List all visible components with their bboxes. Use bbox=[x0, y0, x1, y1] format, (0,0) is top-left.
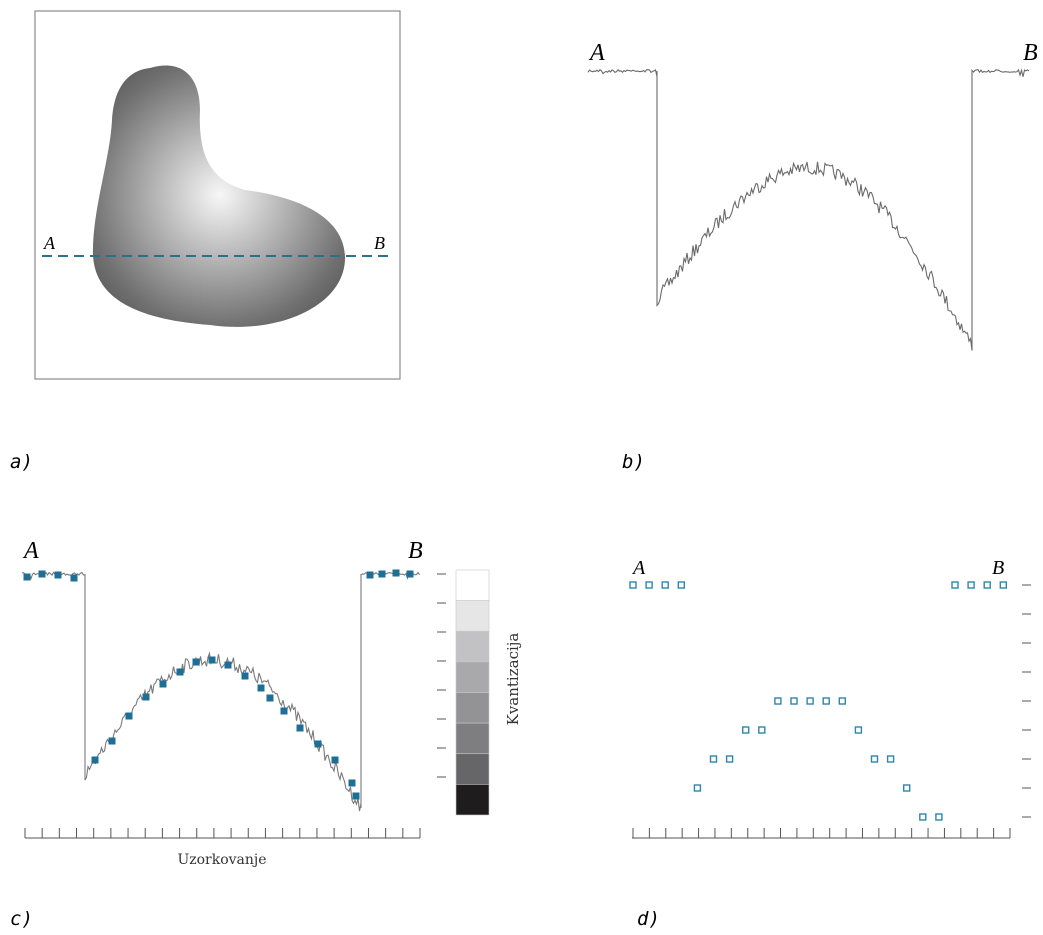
panel-d-level-ticks bbox=[1022, 584, 1031, 818]
panel-c-sample-6 bbox=[108, 737, 116, 745]
panel-b-label-b: B bbox=[1023, 40, 1038, 66]
panel-c-sample-7 bbox=[125, 712, 133, 720]
panel-d-label-a: A bbox=[631, 557, 646, 579]
panel-d-point-10 bbox=[774, 697, 782, 705]
panel-c-caption: c) bbox=[10, 908, 33, 930]
panel-d-point-17 bbox=[886, 755, 895, 763]
panel-d-point-4 bbox=[677, 581, 685, 589]
panel-c-sample-4 bbox=[70, 574, 78, 582]
panel-c-intensity-profile bbox=[21, 571, 420, 812]
panel-c-sample-22 bbox=[352, 792, 360, 800]
object-blob bbox=[92, 65, 345, 327]
panel-c-sample-13 bbox=[224, 661, 232, 669]
panel-b: A B b) bbox=[587, 40, 1038, 473]
panel-d-point-13 bbox=[822, 697, 830, 705]
panel-c-quantization-ticks bbox=[437, 573, 446, 778]
panel-c-gray-scale bbox=[455, 569, 490, 816]
panel-c-sample-12 bbox=[208, 656, 216, 664]
gray-level-0 bbox=[455, 784, 490, 816]
panel-d-point-1 bbox=[629, 581, 637, 589]
gray-level-5 bbox=[455, 630, 490, 663]
panel-c-sample-3 bbox=[54, 571, 62, 579]
panel-d-point-5 bbox=[693, 784, 702, 792]
panel-d-point-20 bbox=[935, 813, 943, 821]
gray-level-3 bbox=[455, 692, 490, 724]
panel-d-point-23 bbox=[983, 581, 991, 589]
panel-d-point-6 bbox=[709, 755, 718, 763]
panel-c-sample-1 bbox=[23, 573, 31, 581]
panel-c-sample-14 bbox=[241, 672, 249, 680]
panel-c-sample-10 bbox=[176, 668, 184, 676]
panel-d-point-16 bbox=[870, 755, 879, 763]
panel-d-label-b: B bbox=[992, 557, 1004, 579]
panel-d-sampling-axis bbox=[632, 828, 1011, 839]
gray-level-2 bbox=[455, 722, 490, 755]
panel-d-point-11 bbox=[790, 697, 798, 705]
panel-d-point-19 bbox=[919, 813, 927, 821]
panel-c-sample-18 bbox=[296, 724, 304, 732]
panel-c-sampling-axis bbox=[24, 828, 421, 839]
panel-d-point-21 bbox=[951, 581, 959, 589]
panel-c-sample-9 bbox=[159, 680, 167, 688]
panel-c-sample-15 bbox=[257, 684, 265, 692]
panel-c-sample-5 bbox=[91, 756, 99, 764]
panel-c-sample-25 bbox=[392, 569, 400, 577]
panel-c-sample-19 bbox=[314, 740, 322, 748]
panel-d-point-24 bbox=[999, 581, 1007, 589]
panel-c-label-a: A bbox=[22, 538, 39, 564]
panel-b-intensity-profile bbox=[587, 68, 1030, 351]
panel-c-label-b: B bbox=[408, 538, 423, 564]
panel-d-point-2 bbox=[645, 581, 653, 589]
panel-c-samples bbox=[23, 569, 414, 800]
panel-b-caption: b) bbox=[622, 451, 645, 473]
panel-a-label-b: B bbox=[374, 233, 385, 253]
panel-c-sample-23 bbox=[366, 571, 374, 579]
gray-level-6 bbox=[455, 600, 490, 632]
panel-a-label-a: A bbox=[43, 233, 56, 253]
panel-d-point-12 bbox=[806, 697, 814, 705]
panel-d-point-14 bbox=[838, 697, 846, 705]
panel-c-xlabel: Uzorkovanje bbox=[177, 852, 266, 868]
panel-d-point-8 bbox=[742, 726, 750, 734]
panel-d-point-18 bbox=[903, 784, 911, 792]
panel-b-label-a: A bbox=[588, 40, 605, 66]
panel-c-sample-21 bbox=[348, 779, 356, 787]
panel-d-quantized-points bbox=[629, 581, 1007, 821]
panel-c-sample-24 bbox=[378, 570, 386, 578]
panel-a: A B a) bbox=[10, 10, 401, 473]
panel-c-sample-11 bbox=[192, 658, 200, 666]
panel-c-sample-2 bbox=[38, 570, 46, 578]
panel-a-caption: a) bbox=[10, 451, 33, 473]
panel-d-point-15 bbox=[854, 726, 863, 734]
gray-level-4 bbox=[455, 661, 490, 693]
panel-c-sample-16 bbox=[266, 694, 274, 702]
gray-level-1 bbox=[455, 753, 490, 785]
panel-d-point-7 bbox=[725, 755, 734, 763]
panel-d-point-22 bbox=[967, 581, 975, 589]
panel-c-sample-8 bbox=[142, 693, 150, 701]
gray-level-7 bbox=[455, 569, 490, 601]
panel-c-sample-17 bbox=[280, 707, 288, 715]
panel-d-caption: d) bbox=[637, 908, 660, 930]
panel-d-point-9 bbox=[758, 726, 766, 734]
panel-d-point-3 bbox=[661, 581, 669, 589]
panel-c-scale-label: Kvantizacija bbox=[504, 633, 522, 726]
panel-c-sample-26 bbox=[406, 570, 414, 578]
panel-d: A B d) bbox=[629, 557, 1031, 930]
panel-c: A B Uzorkovanje Kvantizacija c) bbox=[10, 538, 522, 930]
panel-c-sample-20 bbox=[331, 756, 339, 764]
